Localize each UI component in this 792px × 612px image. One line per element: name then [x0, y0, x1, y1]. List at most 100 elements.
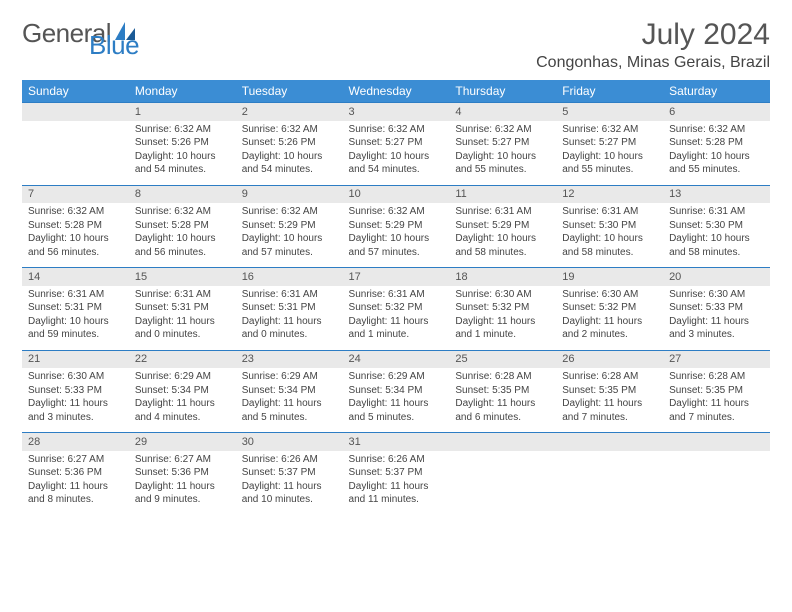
- day-info-cell: Sunrise: 6:28 AMSunset: 5:35 PMDaylight:…: [663, 368, 770, 433]
- sunrise-text: Sunrise: 6:29 AM: [242, 370, 337, 384]
- sunset-text: Sunset: 5:34 PM: [242, 384, 337, 398]
- location-label: Congonhas, Minas Gerais, Brazil: [536, 54, 770, 72]
- sunrise-text: Sunrise: 6:29 AM: [349, 370, 444, 384]
- day-info-cell: Sunrise: 6:32 AMSunset: 5:29 PMDaylight:…: [236, 203, 343, 268]
- sunset-text: Sunset: 5:32 PM: [455, 301, 550, 315]
- day-number-cell: 28: [22, 433, 129, 451]
- sunset-text: Sunset: 5:32 PM: [562, 301, 657, 315]
- logo: General Blue: [22, 18, 191, 49]
- day-number-cell: 20: [663, 268, 770, 286]
- daylight-text-1: Daylight: 11 hours: [562, 315, 657, 329]
- sunrise-text: Sunrise: 6:27 AM: [135, 453, 230, 467]
- daylight-text-2: and 58 minutes.: [455, 246, 550, 260]
- daylight-text-1: Daylight: 11 hours: [455, 315, 550, 329]
- sunrise-text: Sunrise: 6:32 AM: [135, 205, 230, 219]
- info-row: Sunrise: 6:30 AMSunset: 5:33 PMDaylight:…: [22, 368, 770, 433]
- day-info-cell: Sunrise: 6:32 AMSunset: 5:27 PMDaylight:…: [556, 121, 663, 186]
- daylight-text-1: Daylight: 10 hours: [562, 150, 657, 164]
- day-info-cell: [22, 121, 129, 186]
- daylight-text-1: Daylight: 11 hours: [242, 480, 337, 494]
- day-number-cell: 1: [129, 103, 236, 121]
- day-number-cell: 3: [343, 103, 450, 121]
- info-row: Sunrise: 6:31 AMSunset: 5:31 PMDaylight:…: [22, 286, 770, 351]
- day-info-cell: [556, 451, 663, 515]
- sunset-text: Sunset: 5:27 PM: [455, 136, 550, 150]
- day-number-cell: 27: [663, 350, 770, 368]
- sunset-text: Sunset: 5:33 PM: [669, 301, 764, 315]
- day-number-cell: 12: [556, 185, 663, 203]
- day-info-cell: Sunrise: 6:28 AMSunset: 5:35 PMDaylight:…: [556, 368, 663, 433]
- day-info-cell: Sunrise: 6:30 AMSunset: 5:33 PMDaylight:…: [22, 368, 129, 433]
- day-number-cell: 23: [236, 350, 343, 368]
- weekday-header: Sunday: [22, 80, 129, 103]
- sunset-text: Sunset: 5:26 PM: [242, 136, 337, 150]
- daynum-row: 123456: [22, 103, 770, 121]
- daylight-text-2: and 55 minutes.: [455, 163, 550, 177]
- day-number-cell: [449, 433, 556, 451]
- sunrise-text: Sunrise: 6:32 AM: [135, 123, 230, 137]
- daynum-row: 78910111213: [22, 185, 770, 203]
- sunrise-text: Sunrise: 6:30 AM: [28, 370, 123, 384]
- day-number-cell: 25: [449, 350, 556, 368]
- day-info-cell: Sunrise: 6:31 AMSunset: 5:32 PMDaylight:…: [343, 286, 450, 351]
- sunset-text: Sunset: 5:28 PM: [28, 219, 123, 233]
- day-info-cell: Sunrise: 6:26 AMSunset: 5:37 PMDaylight:…: [343, 451, 450, 515]
- day-info-cell: Sunrise: 6:30 AMSunset: 5:33 PMDaylight:…: [663, 286, 770, 351]
- info-row: Sunrise: 6:27 AMSunset: 5:36 PMDaylight:…: [22, 451, 770, 515]
- sunset-text: Sunset: 5:27 PM: [349, 136, 444, 150]
- sunrise-text: Sunrise: 6:27 AM: [28, 453, 123, 467]
- day-info-cell: Sunrise: 6:32 AMSunset: 5:27 PMDaylight:…: [449, 121, 556, 186]
- sunset-text: Sunset: 5:31 PM: [242, 301, 337, 315]
- sunrise-text: Sunrise: 6:26 AM: [242, 453, 337, 467]
- daynum-row: 14151617181920: [22, 268, 770, 286]
- daylight-text-1: Daylight: 10 hours: [28, 315, 123, 329]
- daylight-text-2: and 7 minutes.: [562, 411, 657, 425]
- day-number-cell: 9: [236, 185, 343, 203]
- sunrise-text: Sunrise: 6:30 AM: [562, 288, 657, 302]
- day-info-cell: Sunrise: 6:28 AMSunset: 5:35 PMDaylight:…: [449, 368, 556, 433]
- day-number-cell: 31: [343, 433, 450, 451]
- day-info-cell: [449, 451, 556, 515]
- day-info-cell: Sunrise: 6:32 AMSunset: 5:28 PMDaylight:…: [663, 121, 770, 186]
- daylight-text-1: Daylight: 11 hours: [455, 397, 550, 411]
- sunrise-text: Sunrise: 6:32 AM: [669, 123, 764, 137]
- sunset-text: Sunset: 5:31 PM: [28, 301, 123, 315]
- day-info-cell: Sunrise: 6:31 AMSunset: 5:31 PMDaylight:…: [129, 286, 236, 351]
- day-info-cell: Sunrise: 6:30 AMSunset: 5:32 PMDaylight:…: [449, 286, 556, 351]
- day-number-cell: 30: [236, 433, 343, 451]
- daylight-text-2: and 54 minutes.: [349, 163, 444, 177]
- daylight-text-1: Daylight: 10 hours: [135, 232, 230, 246]
- sunset-text: Sunset: 5:27 PM: [562, 136, 657, 150]
- sunrise-text: Sunrise: 6:32 AM: [242, 205, 337, 219]
- daylight-text-2: and 0 minutes.: [135, 328, 230, 342]
- sunset-text: Sunset: 5:37 PM: [242, 466, 337, 480]
- sunrise-text: Sunrise: 6:31 AM: [242, 288, 337, 302]
- info-row: Sunrise: 6:32 AMSunset: 5:26 PMDaylight:…: [22, 121, 770, 186]
- sunrise-text: Sunrise: 6:30 AM: [455, 288, 550, 302]
- daylight-text-1: Daylight: 10 hours: [242, 150, 337, 164]
- calendar-body: 123456Sunrise: 6:32 AMSunset: 5:26 PMDay…: [22, 103, 770, 515]
- day-info-cell: Sunrise: 6:32 AMSunset: 5:28 PMDaylight:…: [22, 203, 129, 268]
- daylight-text-1: Daylight: 10 hours: [669, 150, 764, 164]
- sunset-text: Sunset: 5:26 PM: [135, 136, 230, 150]
- daylight-text-1: Daylight: 10 hours: [135, 150, 230, 164]
- daylight-text-2: and 0 minutes.: [242, 328, 337, 342]
- day-number-cell: 29: [129, 433, 236, 451]
- day-number-cell: 4: [449, 103, 556, 121]
- day-number-cell: 13: [663, 185, 770, 203]
- sunrise-text: Sunrise: 6:28 AM: [562, 370, 657, 384]
- day-number-cell: 18: [449, 268, 556, 286]
- daylight-text-1: Daylight: 11 hours: [349, 315, 444, 329]
- sunrise-text: Sunrise: 6:26 AM: [349, 453, 444, 467]
- day-number-cell: 5: [556, 103, 663, 121]
- weekday-header: Tuesday: [236, 80, 343, 103]
- page-title: July 2024: [536, 18, 770, 52]
- day-info-cell: Sunrise: 6:30 AMSunset: 5:32 PMDaylight:…: [556, 286, 663, 351]
- daylight-text-2: and 3 minutes.: [669, 328, 764, 342]
- daylight-text-2: and 8 minutes.: [28, 493, 123, 507]
- daylight-text-1: Daylight: 11 hours: [349, 480, 444, 494]
- daylight-text-2: and 56 minutes.: [28, 246, 123, 260]
- day-info-cell: Sunrise: 6:32 AMSunset: 5:27 PMDaylight:…: [343, 121, 450, 186]
- day-number-cell: 2: [236, 103, 343, 121]
- weekday-header: Friday: [556, 80, 663, 103]
